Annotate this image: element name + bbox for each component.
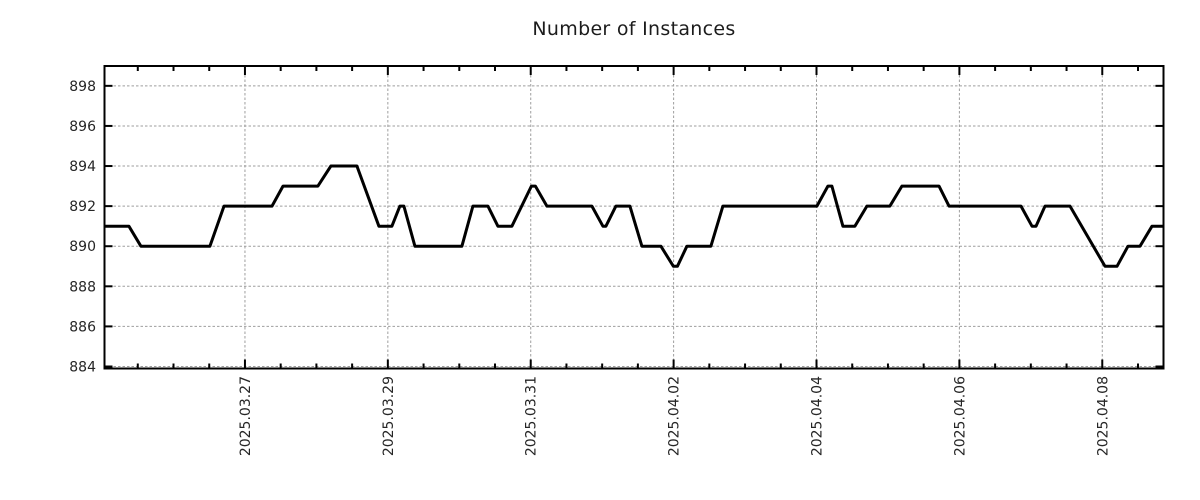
series-line-instances [104,164,1164,268]
y-tick-label: 896 [69,119,96,135]
x-tick-label: 2025.04.02 [667,376,683,456]
chart-title: Number of Instances [532,18,736,40]
x-tick-label: 2025.04.08 [1095,376,1111,456]
x-tick-label: 2025.03.27 [238,376,254,456]
y-tick-label: 888 [69,279,96,295]
y-tick-label: 884 [69,359,96,375]
y-tick-label: 898 [69,79,96,95]
y-tick-label: 890 [69,239,96,255]
y-tick-label: 886 [69,319,96,335]
x-tick-label: 2025.03.29 [381,376,397,456]
y-tick-label: 894 [69,159,96,175]
y-tick-label: 892 [69,199,96,215]
x-tick-label: 2025.04.04 [810,376,826,456]
plot-border [103,65,1165,370]
x-tick-label: 2025.04.06 [952,376,968,456]
x-tick-label: 2025.03.31 [524,376,540,456]
